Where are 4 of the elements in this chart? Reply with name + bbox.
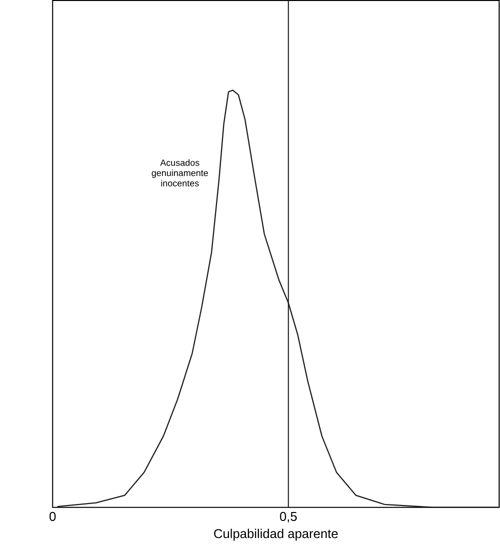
x-tick-label: 0,5	[280, 512, 297, 523]
x-tick-label: 0	[50, 512, 56, 521]
x-axis-title: Culpabilidad aparente	[214, 528, 338, 541]
annotation: Acusados genuinamente inocentes	[152, 159, 208, 186]
